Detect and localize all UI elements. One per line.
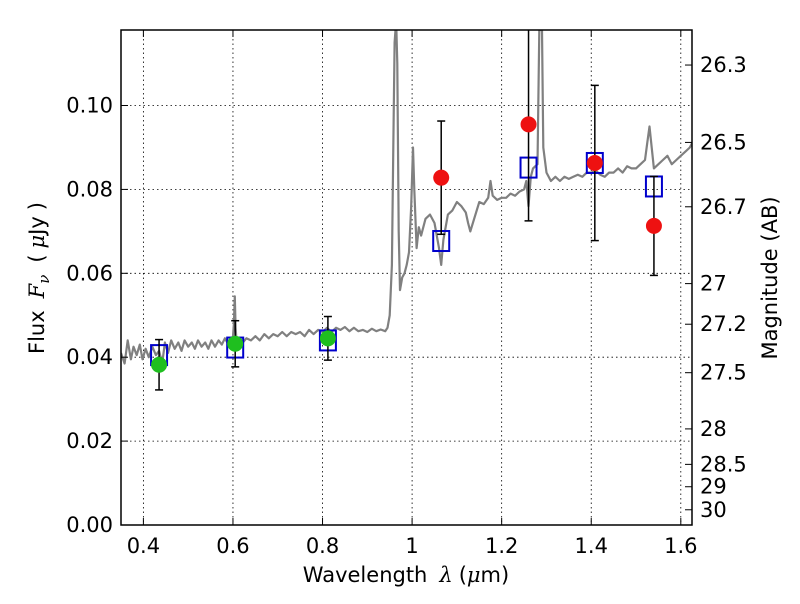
plot-area <box>121 30 692 525</box>
data-point <box>645 217 662 234</box>
x-tick-label: 0.4 <box>127 534 160 558</box>
y2-axis-label: Magnitude (AB) <box>758 196 782 359</box>
mag-tick-label: 27 <box>700 272 727 296</box>
x-tick-label: 1.2 <box>485 534 518 558</box>
x-tick-label: 1.6 <box>664 534 697 558</box>
x-axis-label: Wavelength λ (μm) <box>303 563 509 587</box>
model-spectrum-line <box>121 30 692 365</box>
x-tick-label: 1 <box>405 534 418 558</box>
mag-tick-label: 29 <box>700 475 727 499</box>
data-point <box>433 169 450 186</box>
y-axis-label: FluxFν(μJy) <box>25 202 53 354</box>
data-point <box>227 335 244 352</box>
data-layer <box>121 30 692 391</box>
x-tick-label: 0.8 <box>306 534 339 558</box>
data-point <box>586 154 603 171</box>
y-tick-label: 0.06 <box>66 261 113 285</box>
y-tick-label: 0.10 <box>66 94 113 118</box>
data-point <box>520 116 537 133</box>
mag-tick-label: 30 <box>700 498 727 522</box>
mag-tick-label: 26.5 <box>700 130 747 154</box>
data-point <box>151 356 168 373</box>
data-point <box>319 330 336 347</box>
mag-tick-label: 26.7 <box>700 195 747 219</box>
grid <box>121 30 692 526</box>
mag-tick-label: 26.3 <box>700 53 747 77</box>
mag-tick-label: 27.2 <box>700 312 747 336</box>
y-tick-label: 0.04 <box>66 345 113 369</box>
mag-tick-label: 28 <box>700 417 727 441</box>
y-tick-label: 0.08 <box>66 177 113 201</box>
ticks: 0.4 0.6 0.8 1 1.2 1.4 1.6 0.00 0.02 0.04 0.06 0.08 0… <box>66 30 747 558</box>
y-tick-label: 0.00 <box>66 513 113 537</box>
y-tick-label: 0.02 <box>66 429 113 453</box>
mag-tick-label: 28.5 <box>700 452 747 476</box>
plot-frame <box>120 29 693 526</box>
mag-tick-label: 27.5 <box>700 361 747 385</box>
x-tick-label: 1.4 <box>575 534 608 558</box>
x-tick-label: 0.6 <box>216 534 249 558</box>
